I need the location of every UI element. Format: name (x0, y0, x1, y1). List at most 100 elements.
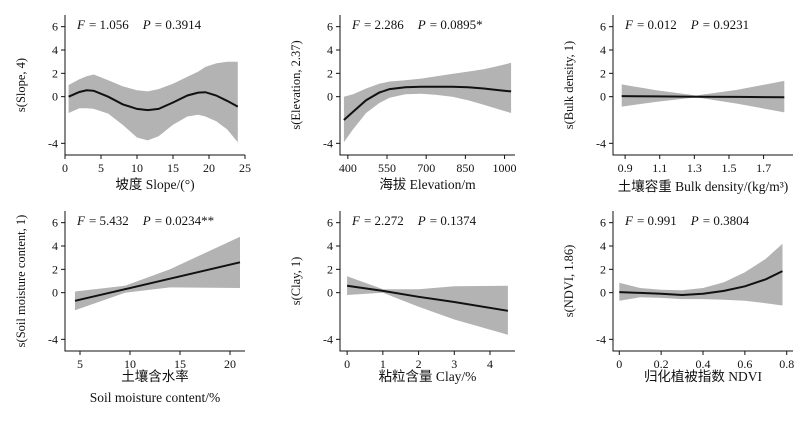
y-tick-label: 2 (52, 262, 58, 276)
y-tick-label: 2 (600, 66, 606, 80)
y-tick-label: 0 (52, 90, 58, 104)
y-tick-label: -4 (596, 136, 606, 150)
stat-F_value-text: = 0.991 (637, 213, 677, 228)
stat-annotation: F = 5.432 P = 0.0234** (76, 213, 214, 228)
x-tick-label: 10 (131, 161, 143, 175)
y-axis-label: s(Bulk density, 1) (562, 41, 576, 129)
x-tick-label: 0.9 (618, 161, 633, 175)
confidence-band (75, 236, 240, 311)
stat-P_value-text: = 0.9231 (703, 17, 749, 32)
stat-P_value-text: = 0.0895* (430, 17, 483, 32)
stat-annotation: F = 0.012 P = 0.9231 (624, 17, 749, 32)
x-tick-label: 1.5 (721, 161, 736, 175)
stat-annotation: F = 1.056 P = 0.3914 (76, 17, 202, 32)
x-tick-label: 0 (344, 357, 350, 371)
y-tick-label: 6 (327, 20, 333, 34)
smooth-panel-6: -4 0 2 4 6 0 0.2 0.4 0.6 0.8 F = 0.991 P = 0.3804 s(ND… (562, 211, 794, 384)
x-tick-label: 1.3 (687, 161, 702, 175)
stat-P_value-text: = 0.3914 (155, 17, 202, 32)
x-tick-label: 3 (451, 357, 457, 371)
x-tick-label: 1 (380, 357, 386, 371)
smooth-fit-line (343, 85, 512, 121)
y-tick-label: 6 (52, 20, 58, 34)
x-axis-label: 土壤容重 Bulk density/(kg/m³) (618, 178, 789, 194)
x-tick-label: 1.7 (756, 161, 771, 175)
x-tick-label: 4 (487, 357, 493, 371)
stat-F-text: F (351, 213, 361, 228)
stat-P_value-text: = 0.3804 (703, 213, 750, 228)
y-tick-label: -4 (323, 332, 333, 346)
x-tick-label: 10 (124, 357, 136, 371)
y-tick-label: 0 (327, 286, 333, 300)
y-tick-label: 6 (327, 216, 333, 230)
y-tick-label: 0 (52, 286, 58, 300)
axis-frame (339, 15, 515, 156)
stat-F-text: F (624, 213, 634, 228)
x-tick-label: 0 (62, 161, 68, 175)
smooth-fit-line (621, 95, 785, 99)
x-tick-label: 5 (77, 357, 83, 371)
axis-frame (64, 211, 245, 352)
stat-P-text: P (690, 17, 699, 32)
stat-F-text: F (76, 17, 86, 32)
confidence-band (619, 243, 783, 306)
x-tick-label: 0 (616, 357, 622, 371)
stat-P-text: P (417, 213, 426, 228)
smooth-fit-line (346, 284, 509, 312)
y-tick-label: 2 (600, 262, 606, 276)
x-axis-label: 归化植被指数 NDVI (644, 368, 763, 384)
confidence-band (343, 62, 512, 143)
axis-frame (612, 211, 793, 352)
x-tick-label: 20 (203, 161, 215, 175)
smooth-panel-5: -4 0 2 4 6 0 1 2 3 4 F = 2.272 P = 0.1374 s(Clay, 1) 粘粒… (289, 211, 515, 384)
stat-P-text: P (417, 17, 426, 32)
y-tick-label: -4 (48, 332, 58, 346)
y-axis-label: s(NDVI, 1.86) (562, 245, 576, 318)
stat-F-text: F (76, 213, 86, 228)
smooth-panel-1: -4 0 2 4 6 0 5 10 15 20 25 F = 1.056 P = 0.3914 s(Slope… (14, 15, 251, 192)
x-tick-label: 15 (174, 357, 186, 371)
x-axis-label: 粘粒含量 Clay/% (379, 369, 477, 384)
y-tick-label: 4 (600, 239, 606, 253)
stat-F_value-text: = 0.012 (637, 17, 677, 32)
x-tick-label: 1000 (493, 161, 517, 175)
x-axis-label: 坡度 Slope/(°) (115, 177, 194, 192)
stat-annotation: F = 0.991 P = 0.3804 (624, 213, 750, 228)
x-tick-label: 0.2 (654, 357, 669, 371)
stat-annotation: F = 2.286 P = 0.0895* (351, 17, 483, 32)
x-tick-label: 20 (224, 357, 236, 371)
y-tick-label: 4 (52, 43, 58, 57)
x-axis-label: 海拔 Elevation/m (379, 177, 476, 192)
confidence-band (68, 61, 238, 143)
y-tick-label: 2 (327, 66, 333, 80)
y-tick-label: -4 (323, 136, 333, 150)
x-tick-label: 15 (167, 161, 179, 175)
stat-F-text: F (351, 17, 361, 32)
confidence-band (347, 276, 508, 335)
y-tick-label: 6 (52, 216, 58, 230)
stat-P_value-text: = 0.0234** (155, 213, 214, 228)
y-tick-label: 2 (52, 66, 58, 80)
x-axis-label: 土壤含水率 (121, 368, 189, 384)
stat-P-text: P (142, 213, 151, 228)
axis-frame (339, 211, 515, 352)
x-axis-label-line2: Soil moisture content/% (90, 390, 221, 405)
y-tick-label: 6 (600, 216, 606, 230)
stat-F_value-text: = 5.432 (89, 213, 129, 228)
y-tick-label: 2 (327, 262, 333, 276)
x-tick-label: 400 (339, 161, 357, 175)
y-axis-label: s(Clay, 1) (289, 257, 303, 306)
y-tick-label: 4 (327, 43, 333, 57)
x-tick-label: 0.4 (696, 357, 711, 371)
x-tick-label: 700 (417, 161, 435, 175)
y-tick-label: 0 (327, 90, 333, 104)
y-tick-label: -4 (48, 136, 58, 150)
y-tick-label: 4 (52, 239, 58, 253)
smooth-fit-line (68, 89, 239, 112)
smooth-fit-line (74, 261, 241, 302)
smooth-panel-4: -4 0 2 4 6 5 10 15 20 F = 5.432 P = 0.0234** s(Soil m… (14, 211, 245, 405)
stat-annotation: F = 2.272 P = 0.1374 (351, 213, 477, 228)
stat-F_value-text: = 2.286 (364, 17, 404, 32)
x-tick-label: 850 (456, 161, 474, 175)
